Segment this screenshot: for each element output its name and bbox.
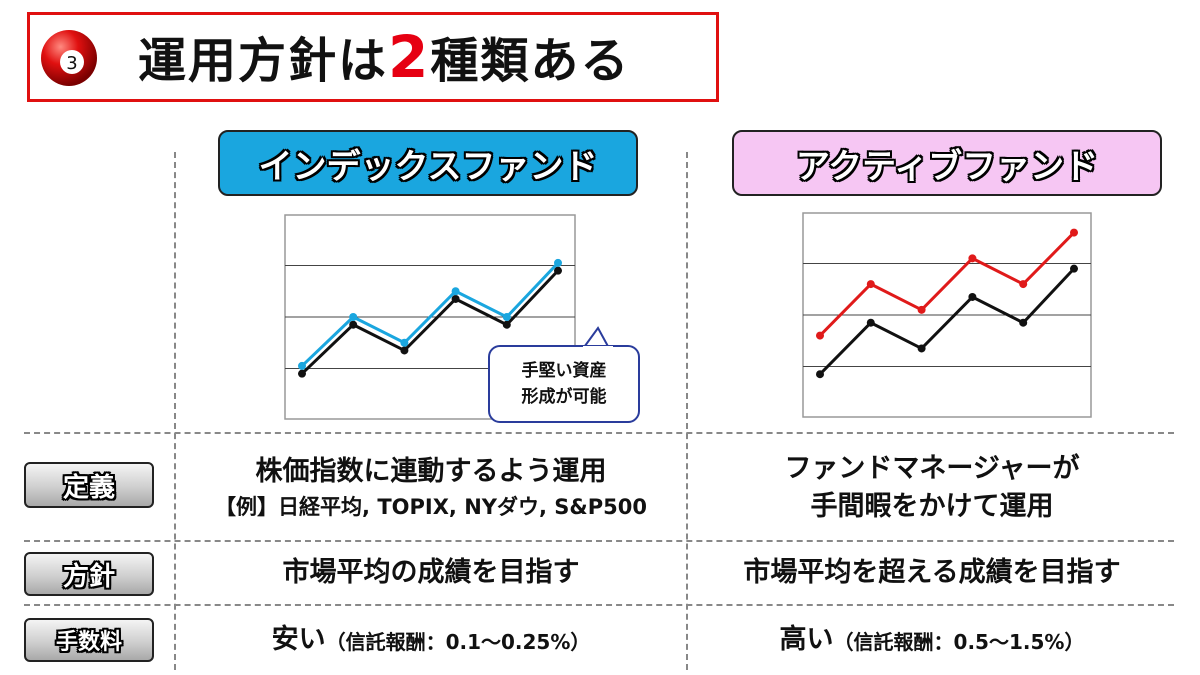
definition-active-line-2: 手間暇をかけて運用	[810, 491, 1054, 522]
series-2-point	[866, 280, 875, 289]
number-ball-icon: 3	[41, 30, 97, 86]
series-line-1	[300, 269, 560, 375]
series-1-point	[816, 370, 824, 379]
series-1-point	[400, 346, 409, 355]
series-line-1	[818, 267, 1076, 376]
index-callout: 手堅い資産 形成が可能	[488, 345, 640, 423]
series-2-point	[298, 361, 306, 370]
series-1-point	[968, 292, 977, 301]
row-label-policy: 方針	[24, 552, 154, 596]
callout-line-1: 手堅い資産	[521, 361, 607, 381]
page-title: 運用方針は2種類ある	[138, 27, 630, 91]
callout-line-2: 形成が可能	[521, 387, 607, 407]
divider-row-2	[24, 540, 1174, 542]
definition-active-line-1: ファンドマネージャーが	[784, 453, 1080, 484]
series-1-point	[451, 294, 460, 303]
title-box: 3 運用方針は2種類ある	[27, 12, 719, 102]
active-fund-header: アクティブファンド	[732, 130, 1162, 196]
policy-index-text: 市場平均の成績を目指す	[282, 557, 580, 588]
definition-index-text: 株価指数に連動するよう運用	[255, 456, 607, 487]
policy-active-text: 市場平均を超える成績を目指す	[743, 557, 1121, 588]
series-line-2	[300, 261, 560, 368]
series-line-2	[818, 231, 1076, 337]
fee-index-cell: 安い （信託報酬：0.1～0.25%）	[178, 608, 684, 672]
divider-row-3	[24, 604, 1174, 606]
series-2-point	[1070, 228, 1078, 237]
divider-left	[174, 152, 176, 670]
title-prefix: 運用方針は	[138, 33, 389, 89]
row-label-definition: 定義	[24, 462, 154, 508]
series-2-point	[917, 305, 926, 314]
fee-index-main: 安い	[271, 624, 326, 655]
divider-row-1	[24, 432, 1174, 434]
definition-active-cell: ファンドマネージャーが 手間暇をかけて運用	[690, 440, 1174, 536]
fee-index-detail: （信託報酬：0.1～0.25%）	[325, 629, 591, 654]
series-2-point	[502, 313, 511, 321]
series-1-point	[298, 369, 306, 378]
series-1-point	[502, 320, 511, 329]
series-1-point	[554, 266, 562, 275]
active-fund-chart	[802, 212, 1092, 418]
title-suffix: 種類ある	[430, 33, 631, 89]
series-1-point	[1019, 318, 1028, 327]
series-2-point	[554, 258, 562, 267]
title-highlight: 2	[388, 23, 431, 91]
series-2-point	[349, 313, 358, 321]
series-2-point	[968, 254, 977, 263]
series-2-point	[451, 287, 460, 296]
series-2-point	[816, 331, 824, 340]
index-fund-header: インデックスファンド	[218, 130, 638, 196]
fee-active-main: 高い	[779, 624, 834, 655]
series-1-point	[349, 320, 358, 329]
definition-index-example: 【例】日経平均, TOPIX, NYダウ, S&P500	[215, 495, 647, 519]
fee-active-cell: 高い （信託報酬：0.5～1.5%）	[690, 608, 1174, 672]
series-1-point	[917, 344, 926, 353]
series-1-point	[866, 318, 875, 327]
row-label-fee: 手数料	[24, 618, 154, 662]
series-2-point	[1019, 280, 1028, 289]
series-1-point	[1070, 264, 1078, 273]
series-2-point	[400, 338, 409, 347]
definition-index-cell: 株価指数に連動するよう運用 【例】日経平均, TOPIX, NYダウ, S&P5…	[178, 440, 684, 536]
title-number: 3	[66, 53, 77, 74]
fee-active-detail: （信託報酬：0.5～1.5%）	[833, 629, 1085, 654]
callout-tail-joint	[583, 346, 613, 350]
divider-center	[686, 152, 688, 670]
